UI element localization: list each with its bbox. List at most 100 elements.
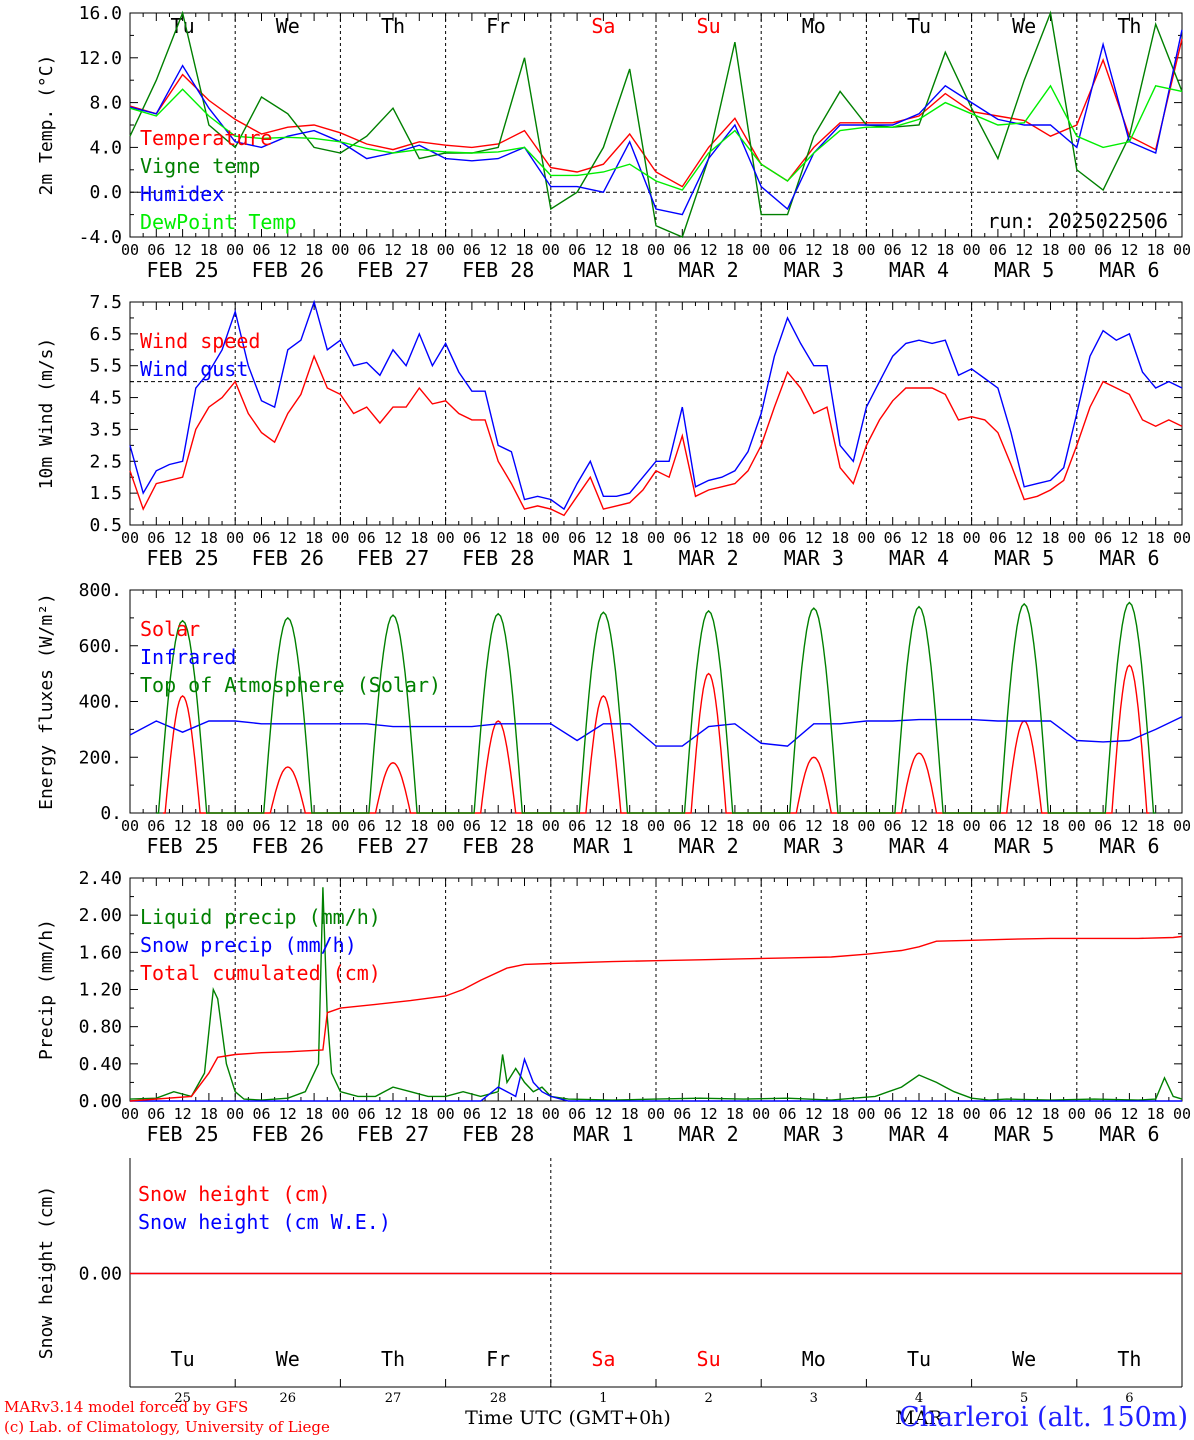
hour-tick-label: 18 [410, 1105, 428, 1123]
hour-tick-label: 06 [884, 817, 902, 835]
hour-tick-label: 00 [963, 241, 981, 259]
y-tick-label: 600. [79, 636, 122, 657]
hour-tick-label: 18 [1041, 529, 1059, 547]
day-name-top: Su [697, 14, 721, 38]
hour-tick-label: 12 [174, 529, 192, 547]
hour-tick-label: 06 [463, 817, 481, 835]
hour-tick-label: 12 [279, 529, 297, 547]
hour-tick-label: 06 [358, 817, 376, 835]
day-name-bottom: We [276, 1347, 300, 1371]
hour-tick-label: 12 [1120, 241, 1138, 259]
month-label: MAR [895, 1407, 943, 1429]
y-tick-label: 200. [79, 747, 122, 768]
temp-legend-entry: Humidex [140, 182, 224, 206]
day-name-bottom: Su [697, 1347, 721, 1371]
day-name-top: We [276, 14, 300, 38]
date-label: FEB 26 [252, 546, 324, 570]
hour-tick-label: 18 [726, 817, 744, 835]
day-number: 25 [174, 1391, 191, 1406]
hour-tick-label: 06 [673, 241, 691, 259]
hour-tick-label: 12 [910, 241, 928, 259]
hour-tick-label: 18 [305, 241, 323, 259]
y-tick-label: 0.40 [79, 1054, 122, 1075]
hour-tick-label: 00 [437, 241, 455, 259]
hour-tick-label: 12 [1015, 1105, 1033, 1123]
hour-tick-label: 18 [305, 529, 323, 547]
hour-tick-label: 00 [121, 529, 139, 547]
hour-tick-label: 06 [358, 1105, 376, 1123]
day-name-top: Sa [591, 14, 615, 38]
hour-tick-label: 06 [358, 241, 376, 259]
y-tick-label: 1.60 [79, 942, 122, 963]
series-green [129, 10, 1183, 238]
hour-tick-label: 06 [884, 241, 902, 259]
date-label: FEB 26 [252, 258, 324, 282]
day-name-bottom: Tu [171, 1347, 195, 1371]
date-label: FEB 25 [146, 1122, 218, 1146]
hour-tick-label: 18 [200, 817, 218, 835]
hour-tick-label: 00 [647, 817, 665, 835]
hour-tick-label: 00 [1173, 529, 1191, 547]
y-tick-label: 2.5 [89, 451, 122, 472]
hour-tick-label: 06 [778, 241, 796, 259]
y-tick-label: 16.0 [79, 3, 122, 24]
hour-tick-label: 00 [121, 817, 139, 835]
date-label: MAR 4 [889, 546, 949, 570]
hour-tick-label: 00 [331, 817, 349, 835]
hour-tick-label: 06 [989, 529, 1007, 547]
energy-panel-frame [129, 589, 1183, 814]
hour-tick-label: 18 [621, 817, 639, 835]
hour-tick-label: 00 [1173, 1105, 1191, 1123]
hour-tick-label: 06 [358, 529, 376, 547]
y-tick-label: 2.40 [79, 868, 122, 889]
series-lightgreen [129, 84, 1183, 191]
hour-tick-label: 12 [805, 1105, 823, 1123]
hour-tick-label: 12 [910, 817, 928, 835]
day-name-top: Tu [907, 14, 931, 38]
hour-tick-label: 18 [726, 1105, 744, 1123]
hour-tick-label: 18 [621, 1105, 639, 1123]
y-tick-label: 2.00 [79, 905, 122, 926]
precip-legend-entry: Snow precip (mm/h) [140, 933, 357, 957]
hour-tick-label: 00 [226, 817, 244, 835]
y-tick-label: 7.5 [89, 292, 122, 313]
y-tick-label: 0.80 [79, 1017, 122, 1038]
day-name-top: Fr [486, 14, 510, 38]
run-label: run: 2025022506 [987, 209, 1168, 233]
hour-tick-label: 18 [305, 1105, 323, 1123]
date-label: MAR 5 [994, 258, 1054, 282]
date-label: MAR 1 [573, 1122, 633, 1146]
station-label: Charleroi (alt. 150m) [899, 1402, 1188, 1433]
hour-tick-label: 12 [489, 241, 507, 259]
hour-tick-label: 18 [726, 529, 744, 547]
date-label: MAR 6 [1099, 258, 1159, 282]
hour-tick-label: 00 [647, 1105, 665, 1123]
hour-tick-label: 06 [147, 241, 165, 259]
hour-tick-label: 18 [515, 241, 533, 259]
hour-tick-label: 00 [121, 241, 139, 259]
hour-tick-label: 00 [752, 1105, 770, 1123]
hour-tick-label: 00 [752, 817, 770, 835]
y-tick-label: 0.0 [89, 182, 122, 203]
date-label: FEB 28 [462, 834, 534, 858]
hour-tick-label: 18 [410, 241, 428, 259]
hour-tick-label: 18 [1147, 1105, 1165, 1123]
day-name-bottom: Mo [802, 1347, 826, 1371]
hour-tick-label: 00 [542, 817, 560, 835]
y-tick-label: 4.0 [89, 137, 122, 158]
hour-tick-label: 06 [147, 1105, 165, 1123]
y-tick-label: -4.0 [79, 227, 122, 248]
hour-tick-label: 06 [1094, 1105, 1112, 1123]
temp-legend-entry: Temperature [140, 126, 272, 150]
series-green [129, 887, 1183, 1101]
hour-tick-label: 00 [1068, 529, 1086, 547]
hour-tick-label: 18 [936, 817, 954, 835]
hour-tick-label: 18 [1147, 241, 1165, 259]
temp-legend-entry: Vigne temp [140, 154, 260, 178]
hour-tick-label: 12 [489, 1105, 507, 1123]
hour-tick-label: 06 [778, 817, 796, 835]
series-green [156, 601, 1156, 814]
hour-tick-label: 06 [252, 241, 270, 259]
hour-tick-label: 12 [1015, 529, 1033, 547]
hour-tick-label: 06 [252, 817, 270, 835]
